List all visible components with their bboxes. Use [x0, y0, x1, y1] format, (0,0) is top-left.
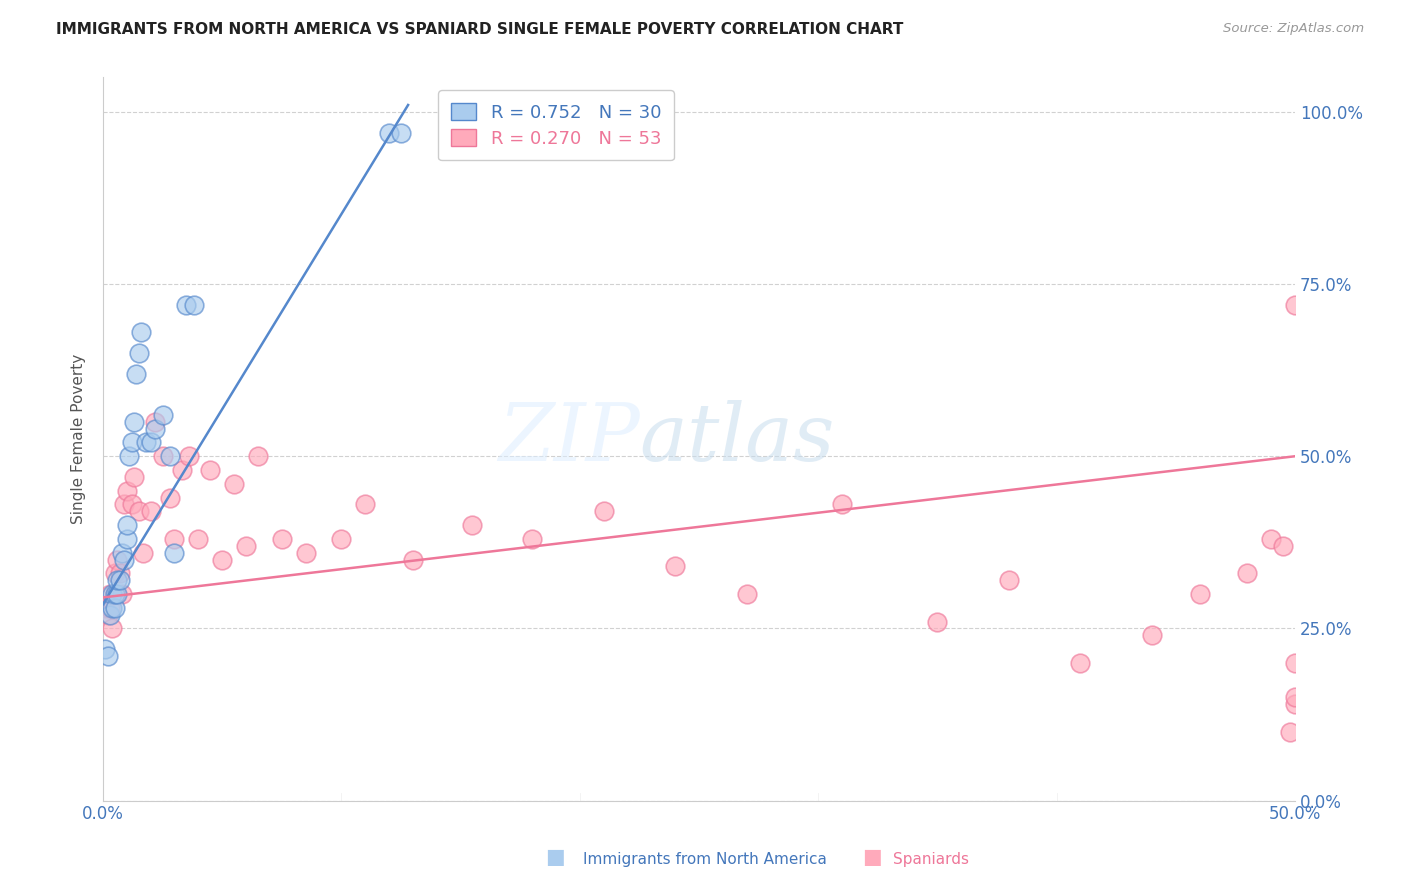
Point: [105, 552, 128, 566]
Text: Source: ZipAtlas.com: Source: ZipAtlas.com: [1223, 22, 1364, 36]
Point: [143, 422, 166, 436]
Point: [235, 539, 257, 553]
Point: [128, 504, 150, 518]
Point: [159, 449, 181, 463]
Point: [118, 449, 141, 463]
Point: [294, 546, 316, 560]
Point: [998, 573, 1021, 587]
Point: [112, 552, 135, 566]
Point: [1284, 656, 1306, 670]
Point: [163, 546, 186, 560]
Point: [354, 498, 377, 512]
Point: [98, 600, 121, 615]
Text: Immigrants from North America: Immigrants from North America: [583, 852, 827, 867]
Point: [1272, 539, 1295, 553]
Y-axis label: Single Female Poverty: Single Female Poverty: [72, 354, 86, 524]
Point: [927, 615, 949, 629]
Point: [128, 346, 150, 360]
Point: [170, 463, 193, 477]
Point: [402, 552, 425, 566]
Point: [129, 326, 152, 340]
Point: [152, 449, 174, 463]
Point: [177, 449, 200, 463]
Point: [1284, 697, 1306, 711]
Point: [1236, 566, 1258, 581]
Point: [143, 415, 166, 429]
Point: [101, 622, 124, 636]
Legend: R = 0.752   N = 30, R = 0.270   N = 53: R = 0.752 N = 30, R = 0.270 N = 53: [439, 90, 673, 161]
Point: [592, 504, 614, 518]
Point: [115, 532, 138, 546]
Point: [115, 518, 138, 533]
Point: [122, 415, 145, 429]
Point: [125, 367, 148, 381]
Point: [111, 546, 134, 560]
Point: [378, 126, 401, 140]
Point: [735, 587, 758, 601]
Point: [1284, 298, 1306, 312]
Point: [101, 587, 124, 601]
Point: [94, 600, 117, 615]
Point: [389, 126, 412, 140]
Point: [139, 435, 162, 450]
Point: [97, 648, 120, 663]
Point: [176, 298, 198, 312]
Point: [104, 600, 127, 615]
Point: [664, 559, 686, 574]
Point: [135, 435, 157, 450]
Point: [139, 504, 162, 518]
Point: [122, 470, 145, 484]
Point: [108, 573, 131, 587]
Text: atlas: atlas: [640, 401, 835, 478]
Point: [112, 498, 135, 512]
Point: [121, 435, 143, 450]
Point: [132, 546, 155, 560]
Point: [101, 600, 124, 615]
Point: [121, 498, 143, 512]
Text: ■: ■: [862, 847, 882, 867]
Point: [104, 587, 127, 601]
Text: Spaniards: Spaniards: [893, 852, 969, 867]
Point: [211, 552, 233, 566]
Point: [198, 463, 221, 477]
Point: [1279, 724, 1302, 739]
Point: [98, 587, 121, 601]
Point: [187, 532, 209, 546]
Text: ■: ■: [546, 847, 565, 867]
Point: [98, 607, 121, 622]
Text: ZIP: ZIP: [498, 401, 640, 478]
Point: [97, 607, 120, 622]
Point: [94, 642, 117, 657]
Point: [330, 532, 353, 546]
Point: [831, 498, 853, 512]
Point: [1188, 587, 1211, 601]
Text: IMMIGRANTS FROM NORTH AMERICA VS SPANIARD SINGLE FEMALE POVERTY CORRELATION CHAR: IMMIGRANTS FROM NORTH AMERICA VS SPANIAR…: [56, 22, 904, 37]
Point: [105, 573, 128, 587]
Point: [270, 532, 292, 546]
Point: [105, 587, 128, 601]
Point: [183, 298, 205, 312]
Point: [1260, 532, 1282, 546]
Point: [104, 566, 127, 581]
Point: [1284, 690, 1306, 705]
Point: [115, 483, 138, 498]
Point: [246, 449, 269, 463]
Point: [461, 518, 484, 533]
Point: [111, 587, 134, 601]
Point: [108, 566, 131, 581]
Point: [159, 491, 181, 505]
Point: [1069, 656, 1091, 670]
Point: [520, 532, 543, 546]
Point: [222, 476, 245, 491]
Point: [104, 587, 127, 601]
Point: [163, 532, 186, 546]
Point: [1140, 628, 1163, 642]
Point: [152, 408, 174, 422]
